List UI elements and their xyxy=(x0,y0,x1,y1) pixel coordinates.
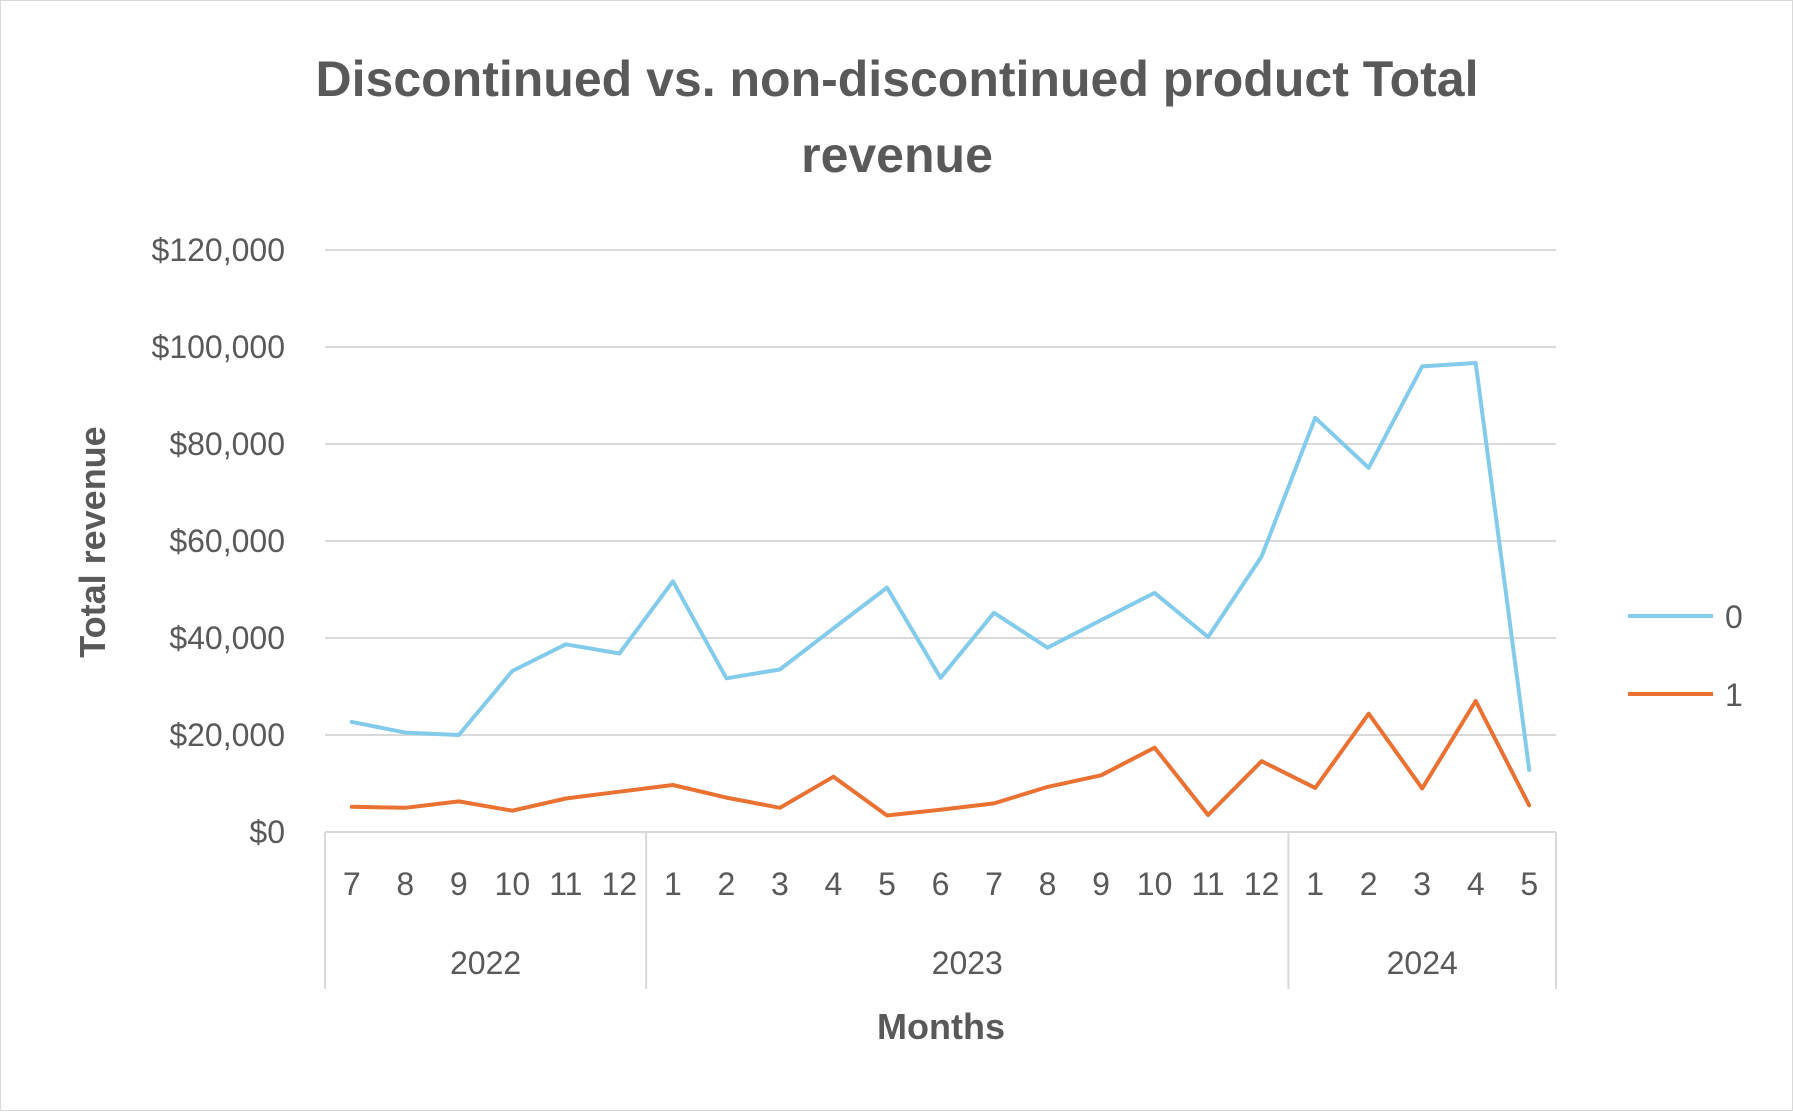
month-tick-label: 8 xyxy=(1039,866,1057,902)
month-tick-label: 2 xyxy=(1360,866,1378,902)
legend: 01 xyxy=(1628,599,1743,713)
y-tick-label: $0 xyxy=(249,814,285,850)
legend-label-1: 1 xyxy=(1725,677,1743,713)
gridlines xyxy=(325,249,1556,736)
month-tick-label: 5 xyxy=(878,866,896,902)
year-label: 2024 xyxy=(1387,945,1458,981)
month-tick-label: 7 xyxy=(985,866,1003,902)
y-tick-label: $60,000 xyxy=(169,523,285,559)
y-tick-label: $100,000 xyxy=(152,329,285,365)
year-label: 2022 xyxy=(450,945,521,981)
y-tick-label: $80,000 xyxy=(169,426,285,462)
month-tick-label: 4 xyxy=(1467,866,1485,902)
year-label: 2023 xyxy=(932,945,1003,981)
month-tick-label: 8 xyxy=(396,866,414,902)
month-tick-label: 4 xyxy=(825,866,843,902)
y-axis-tick-labels: $0 $20,000 $40,000 $60,000 $80,000 $100,000 $1… xyxy=(152,232,285,850)
month-tick-label: 10 xyxy=(1137,866,1173,902)
y-tick-label: $20,000 xyxy=(169,717,285,753)
month-tick-label: 12 xyxy=(1244,866,1280,902)
y-tick-label: $120,000 xyxy=(152,232,285,268)
month-tick-label: 10 xyxy=(495,866,531,902)
month-tick-label: 7 xyxy=(343,866,361,902)
month-tick-label: 5 xyxy=(1520,866,1538,902)
month-tick-label: 3 xyxy=(1413,866,1431,902)
month-tick-label: 1 xyxy=(664,866,682,902)
month-tick-label: 11 xyxy=(549,866,582,902)
series-line-0 xyxy=(349,361,1532,772)
month-tick-label: 11 xyxy=(1191,866,1224,902)
data-series xyxy=(349,361,1532,818)
chart-title-line-1: Discontinued vs. non-discontinued produc… xyxy=(316,51,1479,107)
month-tick-label: 2 xyxy=(718,866,736,902)
month-tick-label: 9 xyxy=(1092,866,1110,902)
month-tick-label: 3 xyxy=(771,866,789,902)
month-tick-label: 6 xyxy=(932,866,950,902)
y-tick-label: $40,000 xyxy=(169,620,285,656)
series-line-1 xyxy=(349,699,1532,818)
month-tick-label: 9 xyxy=(450,866,468,902)
legend-label-0: 0 xyxy=(1725,599,1743,635)
x-axis-title: Months xyxy=(877,1006,1005,1047)
chart-title-line-2: revenue xyxy=(801,127,993,183)
y-axis-title: Total revenue xyxy=(72,426,113,657)
month-tick-label: 12 xyxy=(602,866,638,902)
month-tick-label: 1 xyxy=(1306,866,1324,902)
